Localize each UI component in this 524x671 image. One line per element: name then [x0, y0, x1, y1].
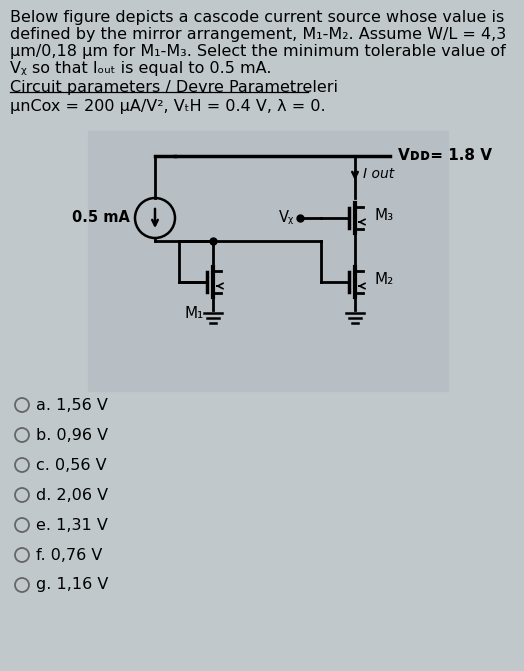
Bar [88, 131, 448, 391]
Text: 0.5 mA: 0.5 mA [72, 209, 130, 225]
Text: d. 2,06 V: d. 2,06 V [36, 488, 108, 503]
Text: a. 1,56 V: a. 1,56 V [36, 397, 108, 413]
Text: μnCox = 200 μA/V², VₜH = 0.4 V, λ = 0.: μnCox = 200 μA/V², VₜH = 0.4 V, λ = 0. [10, 99, 325, 114]
Text: defined by the mirror arrangement, M₁-M₂. Assume W/L = 4,3: defined by the mirror arrangement, M₁-M₂… [10, 27, 506, 42]
Text: b. 0,96 V: b. 0,96 V [36, 427, 108, 442]
Text: c. 0,56 V: c. 0,56 V [36, 458, 106, 472]
Text: Below figure depicts a cascode current source whose value is: Below figure depicts a cascode current s… [10, 10, 504, 25]
Text: M₃: M₃ [375, 209, 394, 223]
Text: Vᵪ: Vᵪ [279, 209, 294, 225]
Text: e. 1,31 V: e. 1,31 V [36, 517, 108, 533]
Text: M₂: M₂ [375, 272, 394, 287]
Text: M₁: M₁ [185, 307, 204, 321]
Text: f. 0,76 V: f. 0,76 V [36, 548, 102, 562]
Text: μm/0,18 μm for M₁-M₃. Select the minimum tolerable value of: μm/0,18 μm for M₁-M₃. Select the minimum… [10, 44, 506, 59]
Text: I out: I out [363, 167, 394, 181]
Text: Vᵪ so that Iₒᵤₜ is equal to 0.5 mA.: Vᵪ so that Iₒᵤₜ is equal to 0.5 mA. [10, 61, 271, 76]
Text: Vᴅᴅ= 1.8 V: Vᴅᴅ= 1.8 V [398, 148, 492, 162]
Text: g. 1,16 V: g. 1,16 V [36, 578, 108, 592]
Text: Circuit parameters / Devre Parametreleri: Circuit parameters / Devre Parametreleri [10, 80, 338, 95]
